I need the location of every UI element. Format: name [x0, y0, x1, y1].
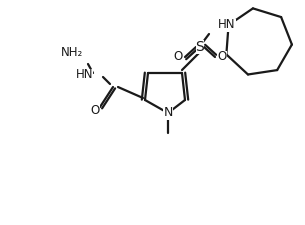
Text: HN: HN	[218, 18, 235, 32]
Text: O: O	[217, 50, 227, 63]
Text: O: O	[90, 104, 100, 117]
Text: NH₂: NH₂	[61, 47, 83, 59]
Text: O: O	[173, 50, 183, 63]
Text: N: N	[163, 106, 173, 119]
Text: HN: HN	[76, 68, 93, 81]
Text: S: S	[196, 40, 204, 54]
